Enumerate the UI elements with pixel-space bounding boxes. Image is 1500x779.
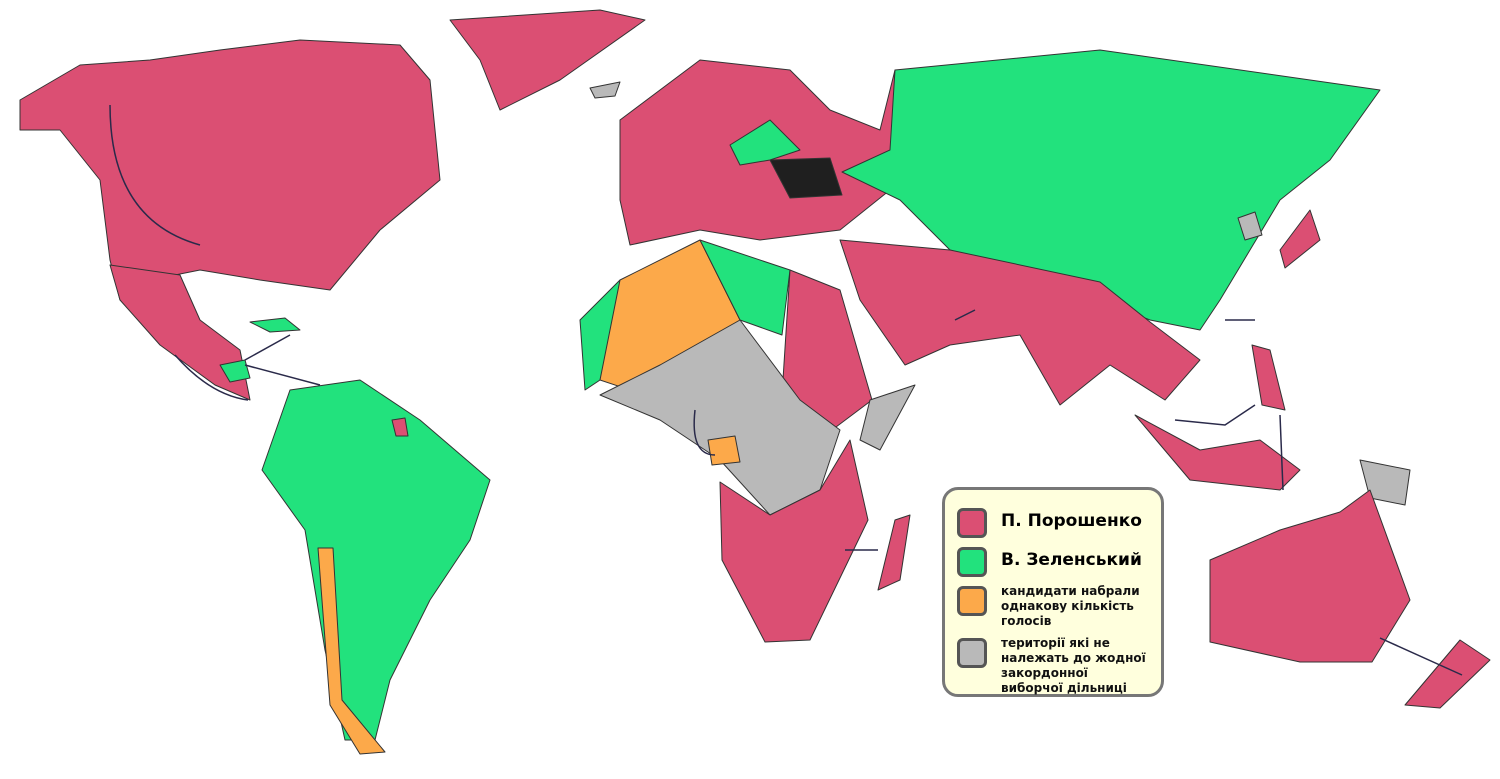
region-russia-china — [841, 49, 1381, 331]
oceania — [1209, 489, 1491, 709]
legend-swatch — [957, 638, 987, 668]
arrow-alaska — [109, 104, 201, 246]
legend-item-poroshenko: П. Порошенко — [957, 508, 1142, 538]
region-south-america — [261, 379, 491, 741]
region-libya — [699, 239, 791, 336]
region-philippines — [1251, 344, 1286, 411]
region-middle-east-india — [839, 239, 1201, 406]
region-korea — [1237, 211, 1263, 241]
north-america — [19, 9, 646, 401]
region-french-guiana — [391, 417, 409, 437]
connector-arrows — [109, 104, 1463, 676]
region-japan — [1279, 209, 1321, 269]
legend-swatch — [957, 547, 987, 577]
africa — [579, 239, 916, 643]
region-ukraine — [769, 157, 843, 199]
region-australia — [1209, 489, 1411, 663]
region-central-africa — [599, 319, 841, 516]
region-southern-africa — [719, 439, 869, 643]
arrow-gabon — [693, 409, 716, 456]
arrow-caribbean — [244, 334, 321, 386]
south-america — [261, 379, 491, 755]
legend-label: В. Зеленський — [1001, 550, 1142, 570]
region-madagascar — [877, 514, 911, 591]
arrow-gulf — [954, 309, 976, 321]
region-indonesia — [1134, 414, 1301, 491]
region-chile — [317, 547, 386, 755]
legend-label: П. Порошенко — [1001, 511, 1142, 531]
legend-swatch — [957, 508, 987, 538]
legend-item-zelensky: В. Зеленський — [957, 547, 1142, 577]
region-gabon — [707, 435, 741, 466]
legend-label: території які не належать до жодної зако… — [1001, 636, 1146, 695]
region-canada-usa — [19, 39, 441, 301]
arrow-indonesia — [1174, 404, 1284, 491]
legend: П. Порошенко В. Зеленський кандидати наб… — [942, 487, 1164, 697]
europe — [589, 59, 896, 246]
region-papua — [1359, 459, 1411, 506]
region-egypt-sudan — [781, 269, 873, 431]
legend-label: кандидати набрали однакову кількість гол… — [1001, 584, 1140, 628]
region-honduras — [219, 359, 251, 383]
legend-swatch — [957, 586, 987, 616]
region-svalbard — [589, 81, 621, 99]
region-somalia — [859, 384, 916, 451]
legend-item-tie: кандидати набрали однакову кількість гол… — [957, 584, 1147, 629]
region-greenland — [449, 9, 646, 111]
region-new-zealand — [1404, 639, 1491, 709]
arrow-new-zealand — [1379, 637, 1463, 676]
region-eastern-europe — [729, 119, 801, 166]
legend-item-no-precinct: території які не належать до жодної зако… — [957, 636, 1152, 696]
arrow-central-america — [174, 354, 249, 401]
region-mexico-central-america — [109, 264, 251, 401]
region-cuba — [249, 317, 301, 333]
asia — [839, 49, 1411, 506]
